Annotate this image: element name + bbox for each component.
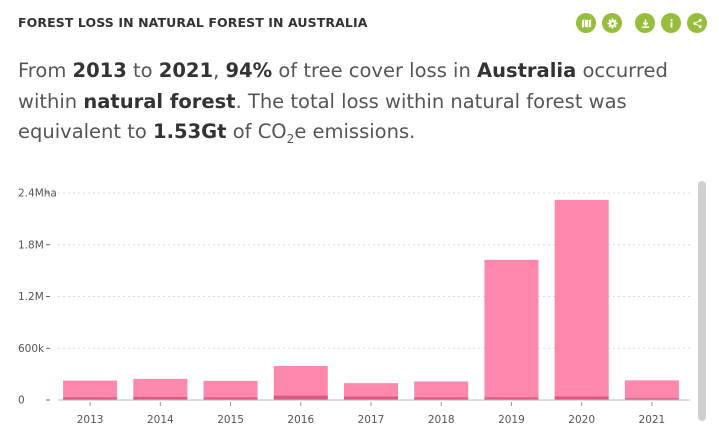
bar-natural-forest-segment <box>484 397 539 400</box>
download-icon <box>641 18 649 28</box>
x-tick-label: 2017 <box>358 414 385 426</box>
loss-percent: 94% <box>225 59 273 82</box>
chart-scrollbar[interactable] <box>698 181 706 421</box>
bar-natural-forest-segment <box>624 398 679 400</box>
bar-total-loss <box>414 381 469 400</box>
bar-natural-forest-segment <box>63 397 118 400</box>
y-tick-label: 600k <box>18 343 45 355</box>
y-tick-label: 1.2M <box>18 291 44 303</box>
bar-total-loss <box>273 365 328 400</box>
widget-title: FOREST LOSS IN NATURAL FOREST IN AUSTRAL… <box>18 15 368 30</box>
bar-natural-forest-segment <box>203 397 258 400</box>
country-name: Australia <box>477 59 577 82</box>
y-tick-label: 1.8M <box>18 239 44 251</box>
x-tick-label: 2021 <box>639 414 666 426</box>
share-button[interactable] <box>687 13 707 33</box>
x-tick-label: 2016 <box>287 414 314 426</box>
x-tick-label: 2018 <box>428 414 455 426</box>
bar-natural-forest-segment <box>344 396 398 400</box>
x-tick-label: 2020 <box>568 414 595 426</box>
settings-button[interactable] <box>602 13 622 33</box>
widget-toolbar <box>570 13 707 33</box>
forest-category: natural forest <box>83 89 236 113</box>
bar-natural-forest-segment <box>554 396 609 400</box>
bar-total-loss <box>484 259 539 400</box>
summary-sentence: From 2013 to 2021, 94% of tree cover los… <box>18 59 668 146</box>
x-tick-label: 2019 <box>498 414 525 426</box>
bar-total-loss <box>133 378 188 400</box>
emissions-value: 1.53Gt <box>153 120 227 143</box>
x-tick-label: 2013 <box>77 414 104 426</box>
map-button[interactable] <box>576 13 596 33</box>
info-icon <box>669 18 673 28</box>
bar-total-loss <box>203 380 258 400</box>
bar-total-loss <box>63 380 118 400</box>
gear-icon <box>607 18 617 28</box>
share-icon <box>692 18 702 28</box>
bar-natural-forest-segment <box>273 395 328 400</box>
start-year: 2013 <box>72 59 127 82</box>
download-button[interactable] <box>635 13 655 33</box>
y-tick-label: 0 <box>18 395 25 407</box>
x-tick-label: 2015 <box>217 414 244 426</box>
y-tick-label: 2.4Mha <box>18 188 57 200</box>
x-tick-label: 2014 <box>147 414 174 426</box>
bar-natural-forest-segment <box>414 397 469 400</box>
loss-bar-chart: 0 600k 1.2M 1.8M 2.4Mha 2013 2014 2015 2016 2017 2… <box>18 188 690 426</box>
bar-total-loss <box>624 380 679 400</box>
info-button[interactable] <box>661 13 681 33</box>
end-year: 2021 <box>158 59 214 82</box>
map-icon <box>581 18 591 28</box>
bar-total-loss <box>344 383 398 400</box>
bar-natural-forest-segment <box>133 397 188 400</box>
bar-total-loss <box>554 199 609 400</box>
